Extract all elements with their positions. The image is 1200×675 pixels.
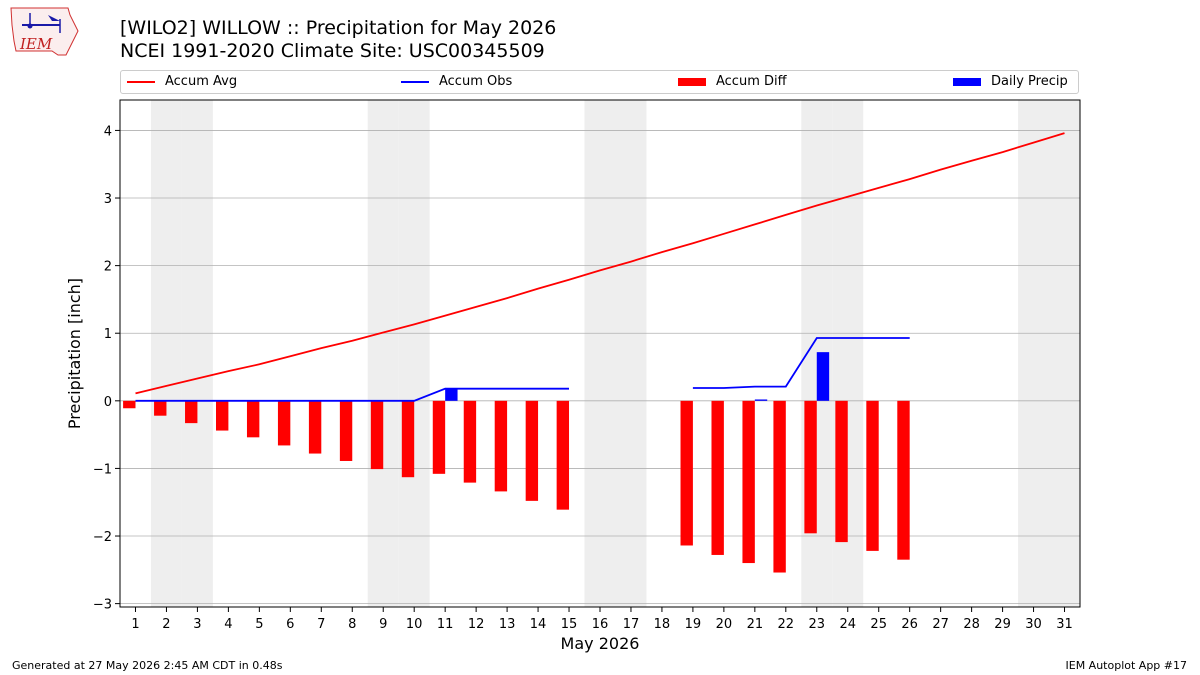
daily-precip-bar — [445, 388, 458, 401]
accum-diff-bar — [897, 400, 910, 560]
accum-obs-line — [692, 337, 910, 389]
x-tick-label: 20 — [716, 617, 733, 632]
accum-diff-bar — [463, 400, 477, 483]
accum-diff-bar — [804, 400, 817, 534]
x-tick-label: 3 — [193, 617, 201, 632]
legend-swatch-accum-avg — [127, 81, 155, 83]
weekend-band — [367, 100, 399, 607]
x-tick-label: 25 — [870, 617, 887, 632]
accum-diff-bar — [742, 400, 755, 564]
x-tick-label: 11 — [437, 617, 454, 632]
x-tick-label: 10 — [406, 617, 423, 632]
accum-diff-bar — [246, 400, 260, 438]
chart-subtitle: NCEI 1991-2020 Climate Site: USC00345509 — [120, 40, 545, 62]
weekend-band — [615, 100, 647, 607]
x-tick-label: 26 — [901, 617, 918, 632]
legend-label-daily-precip: Daily Precip — [991, 74, 1068, 89]
y-tick-label: 0 — [104, 395, 112, 410]
accum-diff-bar — [494, 400, 508, 492]
x-tick-label: 29 — [994, 617, 1011, 632]
daily-precip-bar — [816, 352, 830, 401]
x-tick-label: 7 — [317, 617, 325, 632]
weekend-band — [150, 100, 182, 607]
chart-legend: Accum Avg Accum Obs Accum Diff Daily Pre… — [120, 70, 1079, 94]
y-tick-label: 3 — [104, 192, 112, 207]
x-tick-label: 2 — [162, 617, 170, 632]
accum-diff-bar — [432, 400, 446, 474]
y-tick-label: −3 — [93, 598, 112, 613]
legend-swatch-accum-obs — [401, 81, 429, 83]
y-tick-label: −2 — [93, 530, 112, 545]
footer-generated: Generated at 27 May 2026 2:45 AM CDT in … — [12, 659, 283, 672]
accum-diff-bar — [308, 400, 322, 454]
accum-obs-line — [135, 387, 569, 402]
weekend-band — [1049, 100, 1080, 607]
accum-diff-bar — [123, 400, 136, 409]
x-tick-label: 23 — [809, 617, 826, 632]
footer-app: IEM Autoplot App #17 — [1065, 659, 1188, 672]
x-tick-label: 22 — [778, 617, 795, 632]
accum-diff-bar — [835, 400, 848, 543]
accum-diff-bar — [185, 400, 198, 424]
accum-diff-bar — [680, 400, 693, 546]
legend-label-accum-avg: Accum Avg — [165, 74, 238, 89]
accum-diff-bar — [866, 400, 879, 551]
accum-diff-bar — [154, 400, 167, 416]
y-tick-label: 4 — [104, 124, 112, 139]
accum-diff-bar — [773, 400, 786, 573]
x-tick-label: 24 — [839, 617, 856, 632]
x-tick-label: 21 — [747, 617, 764, 632]
x-tick-label: 9 — [379, 617, 387, 632]
x-tick-label: 17 — [623, 617, 640, 632]
x-tick-label: 13 — [499, 617, 516, 632]
x-tick-label: 30 — [1025, 617, 1042, 632]
accum-diff-bar — [401, 400, 415, 478]
accum-diff-bar — [556, 400, 570, 510]
x-tick-label: 5 — [255, 617, 263, 632]
y-tick-label: 1 — [104, 327, 112, 342]
x-tick-label: 14 — [530, 617, 547, 632]
x-tick-label: 16 — [592, 617, 609, 632]
x-tick-label: 19 — [685, 617, 702, 632]
legend-label-accum-obs: Accum Obs — [439, 74, 513, 89]
weekend-band — [398, 100, 430, 607]
weekend-band — [181, 100, 213, 607]
weekend-band — [584, 100, 616, 607]
daily-precip-bar — [754, 399, 768, 401]
accum-diff-bar — [339, 400, 353, 461]
x-axis-label: May 2026 — [561, 634, 640, 653]
x-tick-label: 4 — [224, 617, 232, 632]
legend-swatch-daily-precip — [953, 78, 981, 86]
x-tick-label: 1 — [131, 617, 139, 632]
accum-diff-bar — [370, 400, 384, 470]
y-axis-label: Precipitation [inch] — [65, 278, 84, 429]
legend-label-accum-diff: Accum Diff — [716, 74, 787, 89]
x-tick-label: 18 — [654, 617, 671, 632]
accum-avg-line — [135, 132, 1065, 395]
y-tick-label: 2 — [104, 260, 112, 275]
logo-text: IEM — [19, 35, 53, 53]
x-tick-label: 28 — [963, 617, 980, 632]
x-tick-label: 15 — [561, 617, 578, 632]
x-tick-label: 6 — [286, 617, 294, 632]
accum-diff-bar — [277, 400, 291, 446]
x-tick-label: 31 — [1056, 617, 1073, 632]
accum-diff-bar — [711, 400, 724, 555]
x-tick-label: 8 — [348, 617, 356, 632]
legend-swatch-accum-diff — [678, 78, 706, 86]
iem-logo-icon: IEM — [8, 5, 80, 63]
x-tick-label: 12 — [468, 617, 485, 632]
accum-diff-bar — [525, 400, 539, 501]
chart-title: [WILO2] WILLOW :: Precipitation for May … — [120, 17, 557, 39]
accum-diff-bar — [216, 400, 229, 431]
y-tick-label: −1 — [93, 462, 112, 477]
weekend-band — [1018, 100, 1050, 607]
x-tick-label: 27 — [932, 617, 949, 632]
